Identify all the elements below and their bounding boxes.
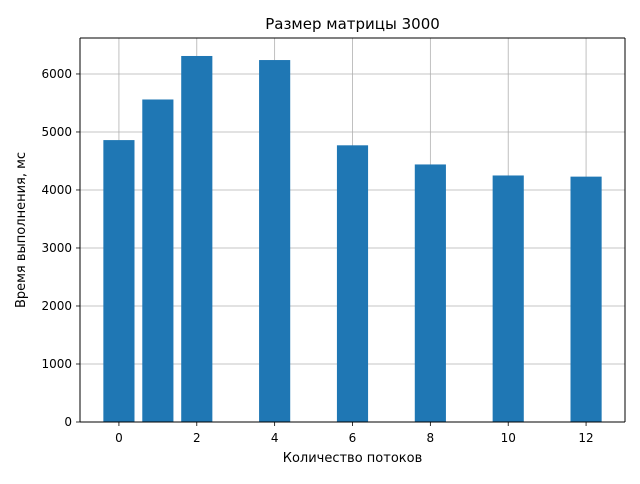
bar [181,55,213,422]
y-tick-label: 3000 [41,241,72,255]
y-tick-label: 4000 [41,183,72,197]
y-axis-label: Время выполнения, мс [14,152,29,308]
x-tick-label: 2 [193,431,201,445]
y-tick-label: 0 [64,415,72,429]
x-tick-label: 10 [501,431,516,445]
x-tick-label: 6 [349,431,357,445]
x-tick-label: 12 [578,431,593,445]
y-tick-label: 1000 [41,357,72,371]
chart-title: Размер матрицы 3000 [265,15,440,33]
x-axis-label: Количество потоков [283,451,423,466]
bar [570,176,602,422]
y-axis-ticks: 0 1000 2000 3000 4000 5000 6000 [41,67,80,429]
bar [414,164,446,422]
x-tick-label: 0 [115,431,123,445]
y-tick-label: 2000 [41,299,72,313]
bar [492,175,524,422]
bar [142,99,174,423]
bars [103,55,602,423]
x-axis-ticks: 0 2 4 6 8 10 12 [115,422,594,445]
x-tick-label: 8 [427,431,435,445]
bar [103,140,135,422]
x-tick-label: 4 [271,431,279,445]
bar [336,145,369,423]
y-tick-label: 5000 [41,125,72,139]
bar [259,60,291,422]
y-tick-label: 6000 [41,67,72,81]
